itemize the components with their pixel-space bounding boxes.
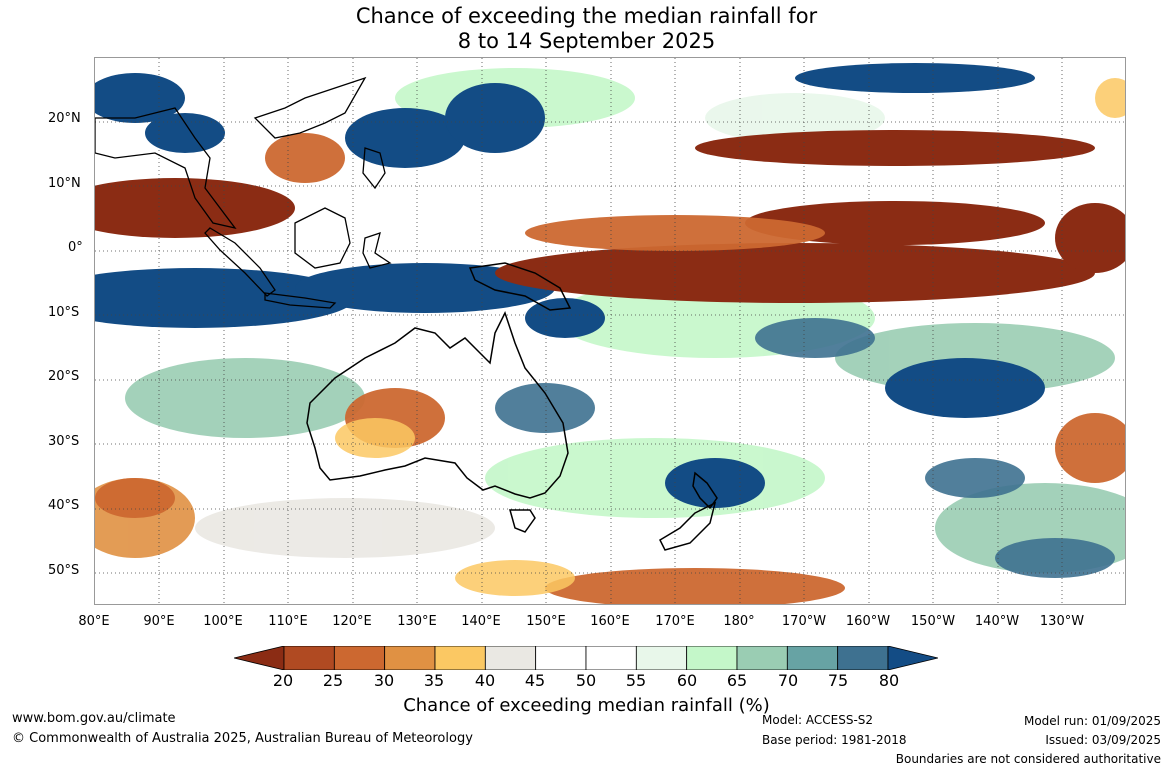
colorbar-title: Chance of exceeding median rainfall (%) [403, 695, 770, 716]
australia-outline [306, 311, 569, 499]
colorbar-swatch-4 [434, 646, 486, 670]
colorbar-tick-65: 65 [726, 671, 748, 690]
lon-label-140w: 140°W [974, 614, 1020, 629]
lon-label-170e: 170°E [655, 614, 695, 629]
se-asia-outline [95, 107, 237, 230]
footer-disclaimer: Boundaries are not considered authoritat… [895, 752, 1161, 766]
map-title: Chance of exceeding the median rainfall … [0, 4, 1173, 54]
lat-label-40s: 40°S [48, 498, 80, 513]
colorbar-tick-30: 30 [373, 671, 395, 690]
title-line-1: Chance of exceeding the median rainfall … [355, 4, 818, 28]
java-outline [264, 292, 337, 309]
colorbar-tick-70: 70 [777, 671, 799, 690]
colorbar-tick-55: 55 [625, 671, 647, 690]
china-coast-outline [253, 76, 367, 139]
lat-label-20n: 20°N [48, 111, 81, 126]
colorbar-swatch-0 [234, 646, 285, 670]
colorbar-swatch-12 [837, 646, 889, 670]
colorbar-swatch-5 [484, 646, 537, 670]
lon-label-150e: 150°E [526, 614, 566, 629]
footer-model: Model: ACCESS-S2 [762, 713, 874, 727]
lon-label-130e: 130°E [397, 614, 437, 629]
lon-label-160w: 160°W [845, 614, 891, 629]
footer-model-run: Model run: 01/09/2025 [1023, 714, 1161, 728]
lon-label-180: 180° [723, 614, 755, 629]
title-line-2: 8 to 14 September 2025 [457, 29, 716, 53]
lat-label-20s: 20°S [48, 369, 80, 384]
lon-label-120e: 120°E [332, 614, 372, 629]
colorbar-swatches [234, 646, 938, 670]
footer-website: www.bom.gov.au/climate [12, 711, 176, 726]
colorbar-tick-20: 20 [272, 671, 294, 690]
lat-label-50s: 50°S [48, 563, 80, 578]
colorbar-swatch-6 [535, 646, 587, 670]
colorbar-tick-25: 25 [322, 671, 344, 690]
colorbar-tick-80: 80 [878, 671, 900, 690]
colorbar-swatch-10 [736, 646, 788, 670]
lon-label-140e: 140°E [461, 614, 501, 629]
footer-base-period: Base period: 1981-2018 [762, 733, 907, 747]
lon-label-110e: 110°E [268, 614, 308, 629]
colorbar-tick-35: 35 [423, 671, 445, 690]
philippines-outline [362, 147, 386, 190]
lat-label-0: 0° [68, 240, 83, 255]
lat-label-30s: 30°S [48, 434, 80, 449]
colorbar-tick-60: 60 [676, 671, 698, 690]
colorbar-swatch-13 [887, 646, 938, 670]
rainfall-map-canvas [95, 58, 1125, 604]
sulawesi-outline [362, 232, 392, 269]
rainfall-map [94, 57, 1126, 605]
lat-label-10n: 10°N [48, 176, 81, 191]
borneo-outline [294, 207, 351, 269]
colorbar-swatch-1 [283, 646, 335, 670]
colorbar-swatch-11 [786, 646, 839, 670]
colorbar-swatch-3 [384, 646, 436, 670]
nz-north-island-outline [692, 471, 718, 510]
lat-label-10s: 10°S [48, 305, 80, 320]
lon-label-150w: 150°W [910, 614, 956, 629]
colorbar-swatch-7 [585, 646, 637, 670]
colorbar-tick-50: 50 [575, 671, 597, 690]
lon-label-160e: 160°E [590, 614, 630, 629]
colorbar-swatch-2 [333, 646, 386, 670]
colorbar-swatch-9 [686, 646, 738, 670]
colorbar [234, 646, 938, 670]
lon-label-130w: 130°W [1039, 614, 1085, 629]
colorbar-tick-45: 45 [524, 671, 546, 690]
sumatra-outline [204, 227, 276, 297]
nz-south-island-outline [659, 501, 717, 551]
lon-label-80e: 80°E [78, 614, 110, 629]
new-guinea-outline [468, 262, 572, 311]
lon-label-170w: 170°W [781, 614, 827, 629]
lon-label-90e: 90°E [143, 614, 175, 629]
colorbar-swatch-8 [635, 646, 688, 670]
tasmania-outline [509, 509, 536, 533]
colorbar-tick-40: 40 [474, 671, 496, 690]
colorbar-tick-75: 75 [827, 671, 849, 690]
footer-issued: Issued: 03/09/2025 [1045, 733, 1161, 747]
lon-label-100e: 100°E [203, 614, 243, 629]
footer-copyright: © Commonwealth of Australia 2025, Austra… [12, 731, 473, 746]
